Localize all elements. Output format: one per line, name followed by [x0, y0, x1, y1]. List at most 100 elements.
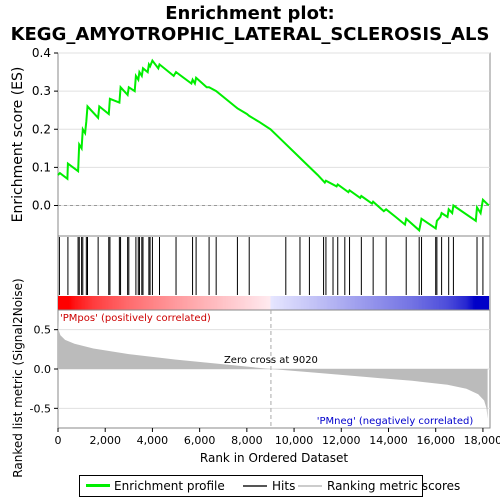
heat-bar-cell [111, 296, 114, 310]
heat-bar-cell [247, 296, 250, 310]
heat-bar-cell [236, 296, 239, 310]
heat-bar-cell [97, 296, 100, 310]
heat-bar-cell [209, 296, 212, 310]
heat-bar-cell [83, 296, 86, 310]
heat-bar-cell [406, 296, 409, 310]
x-tick-label: 10,000 [275, 434, 314, 447]
heat-bar-cell [380, 296, 383, 310]
heat-bar-cell [443, 296, 446, 310]
legend-hits-swatch [243, 485, 267, 487]
heat-bar-cell [305, 296, 308, 310]
heat-bar-cell [230, 296, 233, 310]
heat-bar-cell [379, 296, 382, 310]
heat-bar-cell [168, 296, 171, 310]
heat-bar-cell [134, 296, 137, 310]
heat-bar-cell [108, 296, 111, 310]
heat-bar-cell [73, 296, 76, 310]
legend: Enrichment profile Hits Ranking metric s… [79, 475, 460, 497]
heat-bar-cell [437, 296, 440, 310]
heat-bar-cell [175, 296, 178, 310]
heat-bar-cell [74, 296, 77, 310]
heat-bar-cell [344, 296, 347, 310]
heat-bar-cell [69, 296, 72, 310]
heat-bar-cell [481, 296, 484, 310]
heat-bar-cell [451, 296, 454, 310]
heat-bar-cell [396, 296, 399, 310]
heat-bar-cell [468, 296, 471, 310]
heat-bar-cell [430, 296, 433, 310]
heat-bar-cell [176, 296, 179, 310]
heat-bar-cell [274, 296, 277, 310]
heat-bar-cell [99, 296, 101, 310]
heat-bar-cell [372, 296, 375, 310]
heat-bar-cell [256, 296, 259, 310]
heat-bar-cell [454, 296, 457, 310]
heat-bar-cell [80, 296, 83, 310]
heat-bar-cell [393, 296, 396, 310]
heat-bar-cell [342, 296, 345, 310]
heat-bar-cell [215, 296, 218, 310]
es-y-tick-label: 0.2 [32, 122, 51, 136]
heat-bar-cell [335, 296, 338, 310]
heat-bar-cell [420, 296, 423, 310]
heat-bar-cell [441, 296, 444, 310]
heat-bar-cell [141, 296, 144, 310]
x-tick-label: 18,000 [464, 434, 500, 447]
heat-bar-cell [397, 296, 400, 310]
es-gridlines [58, 52, 490, 206]
heat-bar-cell [104, 296, 107, 310]
heat-bar-cell [478, 296, 481, 310]
heat-bar-cell [355, 296, 358, 310]
heat-bar-cell [328, 296, 331, 310]
heat-bar-cell [271, 296, 274, 310]
heat-bar-cell [448, 296, 451, 310]
es-y-tick-label: 0.4 [32, 46, 51, 60]
heat-bar-cell [395, 296, 398, 310]
heat-bar-cell [461, 296, 464, 310]
heat-bar-cell [457, 296, 460, 310]
heat-bar-cell [318, 296, 321, 310]
heat-bar-cell [348, 296, 351, 310]
heat-bar-cell [450, 296, 453, 310]
chart-title-line-2: KEGG_AMYOTROPHIC_LATERAL_SCLEROSIS_ALS [10, 24, 490, 45]
heat-bar-cell [324, 296, 327, 310]
heat-bar-cell [267, 296, 270, 310]
heat-bar-cell [151, 296, 154, 310]
heat-bar-cell [321, 296, 324, 310]
heat-bar-cell [288, 296, 291, 310]
heat-bar-cell [399, 296, 402, 310]
heat-bar-cell [470, 296, 473, 310]
heat-bar-cell [351, 296, 354, 310]
heat-bar-cell [222, 296, 225, 310]
heat-bar-cell [273, 296, 276, 310]
heat-bar-cell [295, 296, 298, 310]
legend-enrichment-swatch [86, 484, 110, 487]
heat-bar-cell [424, 296, 427, 310]
heat-bar-cell [246, 296, 249, 310]
heat-bar-cell [293, 296, 296, 310]
heat-bar-cell [110, 296, 113, 310]
heat-bar-cell [446, 296, 449, 310]
heat-bar-cell [264, 296, 267, 310]
heat-bar-cell [286, 296, 288, 310]
hit-marks [58, 237, 484, 295]
heat-bar-cell [346, 296, 349, 310]
heat-bar-cell [303, 296, 305, 310]
heat-bar-cell [294, 296, 297, 310]
heat-bar-cell [157, 296, 160, 310]
heat-bar-cell [400, 296, 403, 310]
heat-bar-cell [413, 296, 416, 310]
heat-bar-cell [257, 296, 260, 310]
heat-bar-cell [216, 296, 219, 310]
heat-bar-cell [130, 296, 133, 310]
heat-bar-cell [124, 296, 127, 310]
heat-bar-cell [378, 296, 381, 310]
heat-bar-cell [297, 296, 300, 310]
heat-bar-cell [240, 296, 243, 310]
heat-bar-cell [414, 296, 417, 310]
heat-bar-cell [429, 296, 432, 310]
heat-bar-cell [117, 296, 120, 310]
heat-bar-cell [77, 296, 80, 310]
heat-bar-cell [269, 296, 271, 310]
heat-bar-cell [169, 296, 172, 310]
